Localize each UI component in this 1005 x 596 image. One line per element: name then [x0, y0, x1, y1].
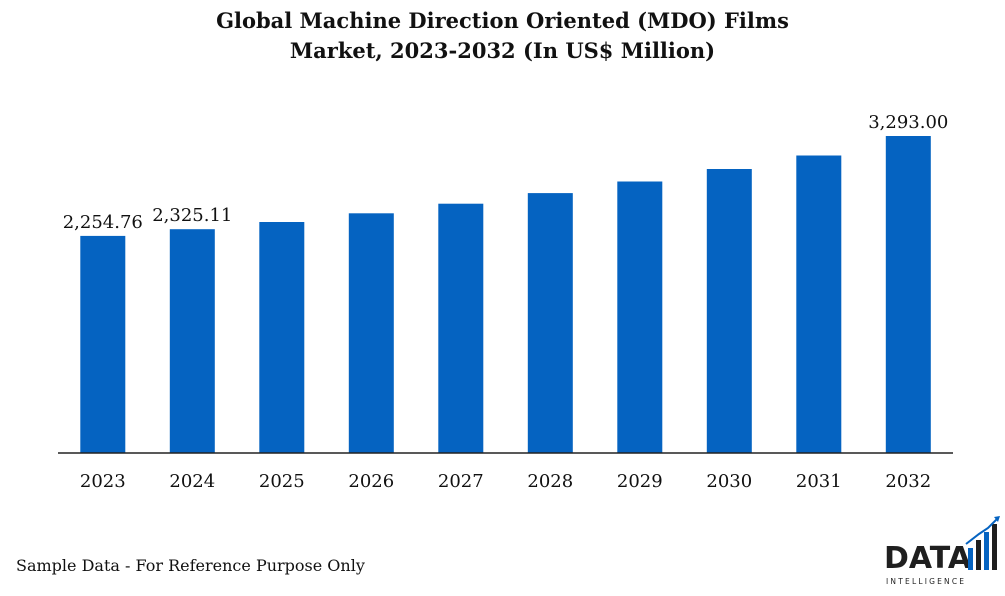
x-tick-label-2031: 2031 [796, 471, 842, 492]
chart-title-line1: Global Machine Direction Oriented (MDO) … [216, 8, 789, 33]
bar-2023 [80, 235, 126, 453]
x-tick-label-2029: 2029 [617, 471, 663, 492]
footnote: Sample Data - For Reference Purpose Only [16, 556, 365, 575]
bar-2030 [706, 169, 752, 453]
logo-main-text: DATA [884, 541, 972, 576]
x-tick-label-2032: 2032 [885, 471, 931, 492]
bar-2027 [438, 203, 484, 453]
bar-2026 [348, 213, 394, 453]
bar-2032 [885, 136, 931, 453]
x-tick-label-2024: 2024 [169, 471, 215, 492]
x-tick-label-2030: 2030 [706, 471, 752, 492]
x-tick-labels: 2023 2024 2025 2026 2027 2028 2029 2030 2031 2032 [80, 471, 931, 492]
x-tick-label-2026: 2026 [348, 471, 394, 492]
x-tick-label-2028: 2028 [527, 471, 573, 492]
bar-2024 [169, 229, 215, 453]
bar-2029 [617, 181, 663, 453]
data-label-2032: 3,293.00 [868, 112, 948, 133]
data-label-2024: 2,325.11 [152, 205, 232, 226]
logo-sub-text: INTELLIGENCE [886, 577, 966, 586]
bar-2028 [527, 193, 573, 453]
data-labels: 2,254.76 2,325.11 3,293.00 [63, 112, 949, 233]
bar-2025 [259, 222, 305, 453]
bar-2031 [796, 155, 842, 453]
x-tick-label-2027: 2027 [438, 471, 484, 492]
x-tick-label-2025: 2025 [259, 471, 305, 492]
data-label-2023: 2,254.76 [63, 212, 143, 233]
logo-bars-icon [965, 516, 1000, 570]
bars-layer [80, 136, 931, 453]
x-tick-label-2023: 2023 [80, 471, 126, 492]
chart-title: Global Machine Direction Oriented (MDO) … [0, 6, 1005, 66]
chart-title-line2: Market, 2023-2032 (In US$ Million) [289, 38, 716, 63]
data-intelligence-logo: DATA INTELLIGENCE [884, 514, 1002, 590]
